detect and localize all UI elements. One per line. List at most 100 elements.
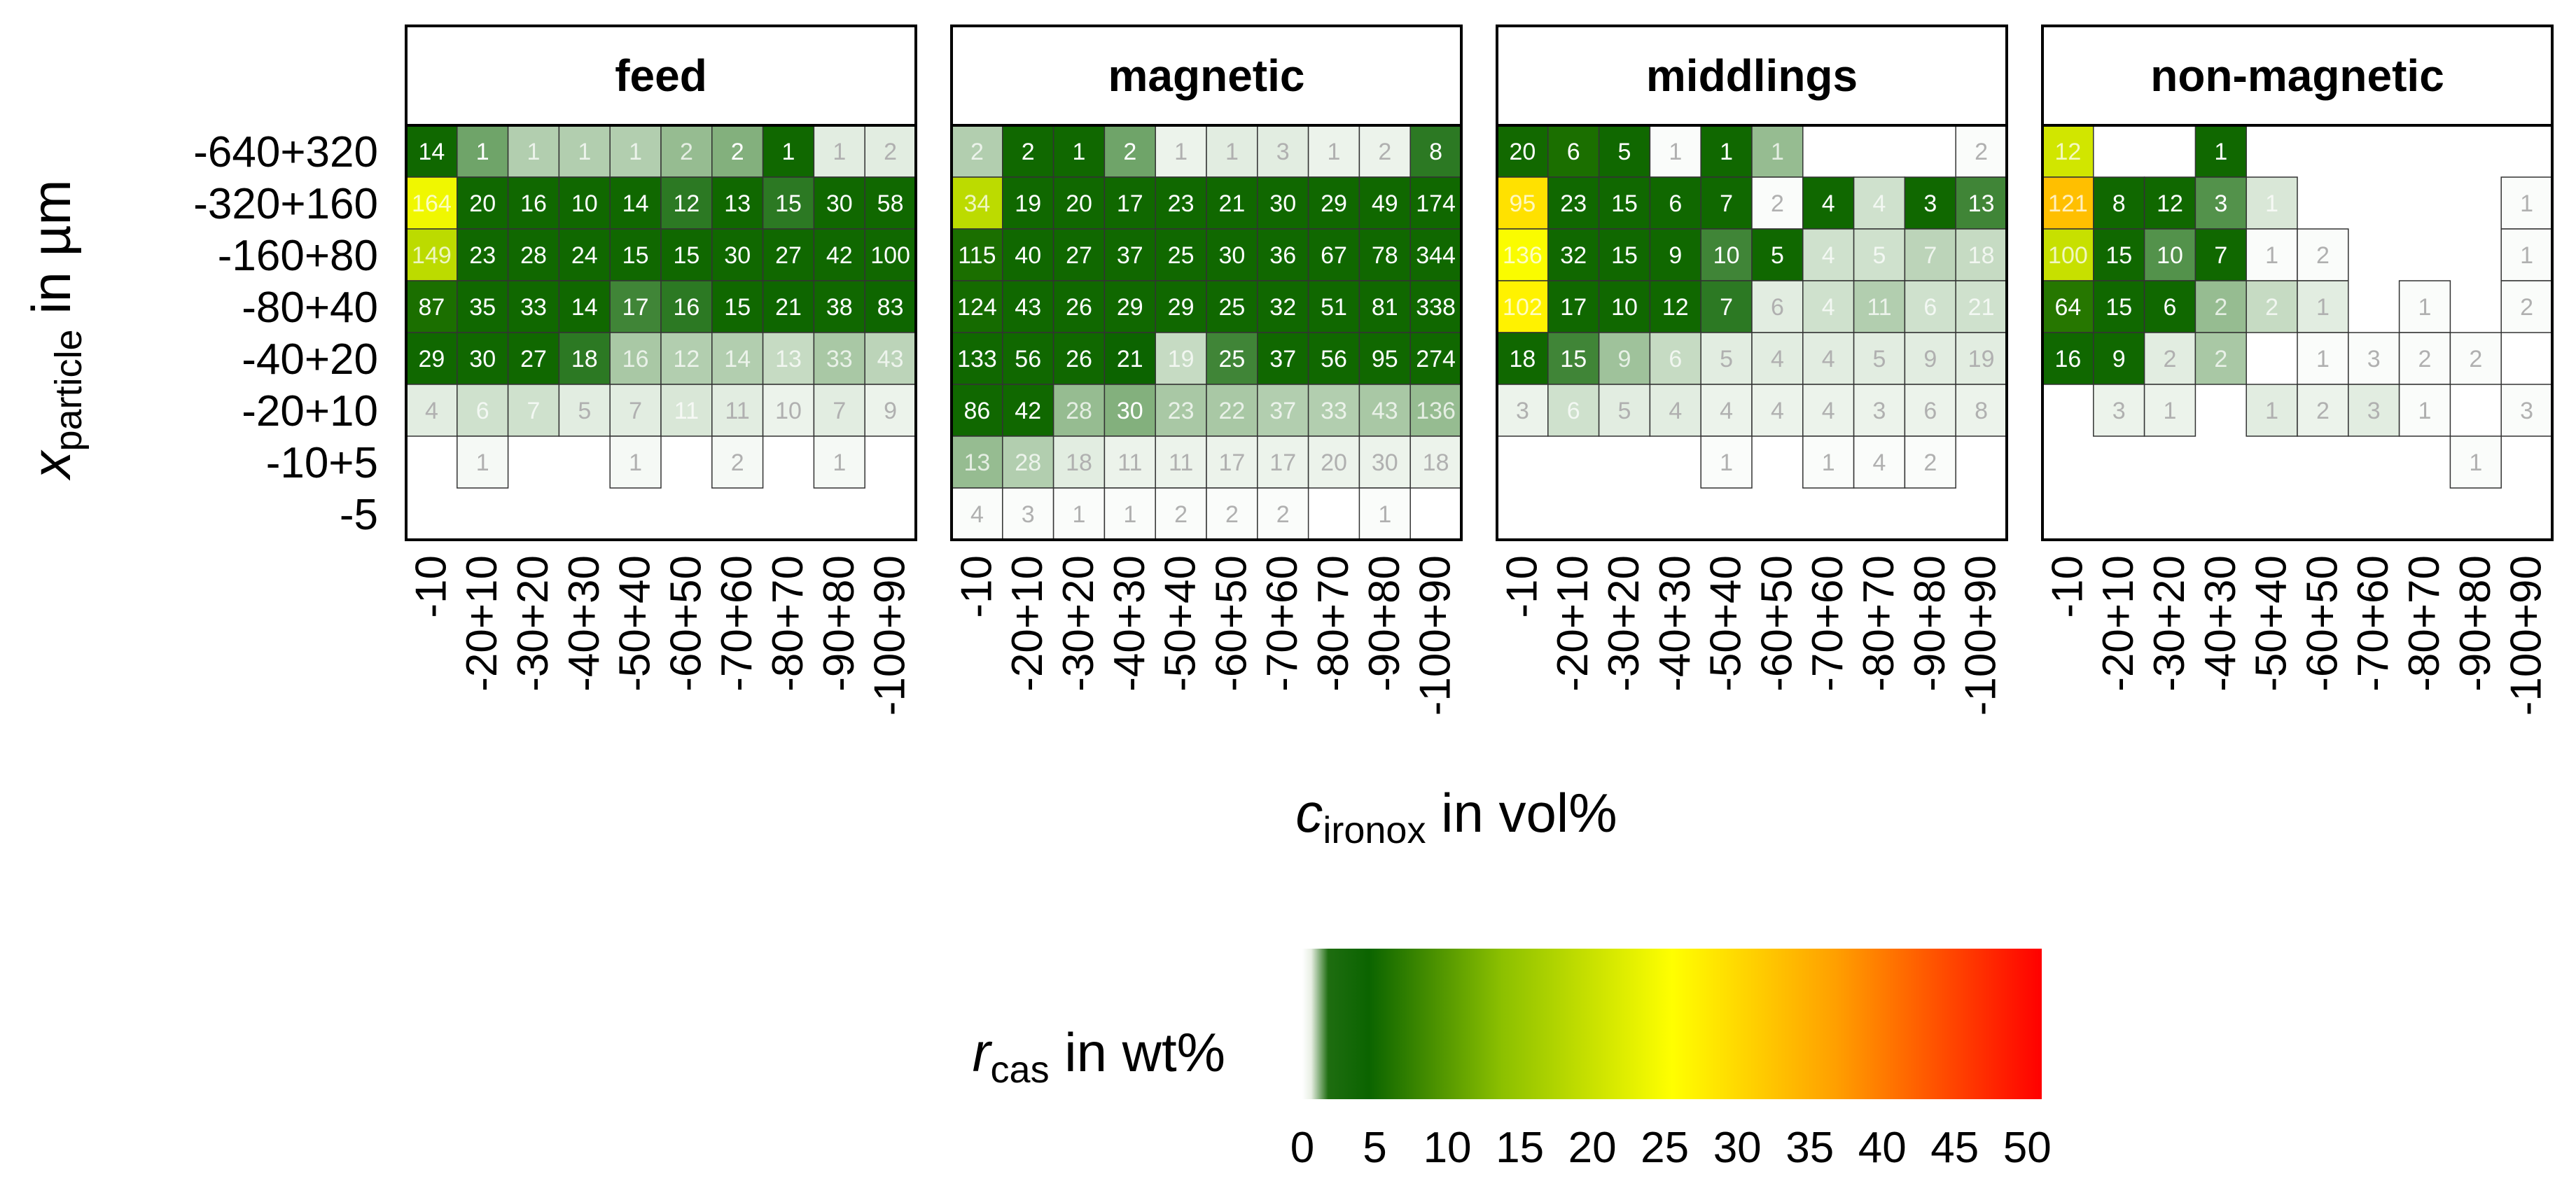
cell-label: 1 [578, 139, 591, 165]
cell-label: 9 [1669, 242, 1682, 269]
x-tick-label: -50+40 [1157, 555, 1205, 692]
cell-label: 4 [1873, 190, 1886, 217]
y-tick-label: -640+320 [193, 128, 378, 176]
heatmap-cell [711, 280, 764, 333]
cell-label: 4 [1822, 398, 1835, 424]
cell-label: 26 [1066, 346, 1092, 372]
cell-label: 1 [2265, 242, 2278, 269]
y-tick-label: -40+20 [242, 335, 378, 384]
cell-label: 1 [1174, 139, 1188, 165]
x-tick-label: -90+80 [2451, 555, 2500, 692]
cell-label: 6 [1771, 294, 1784, 321]
cell-label: 10 [2157, 242, 2183, 269]
heatmap-cell [1802, 435, 1855, 489]
cell-label: 18 [1968, 242, 1995, 269]
heatmap-cell [405, 228, 458, 281]
heatmap-cell [1103, 228, 1156, 281]
cell-label: 83 [877, 294, 904, 321]
x-tick-label: -80+70 [2400, 555, 2449, 692]
cell-label: 78 [1372, 242, 1398, 269]
cell-label: 29 [1321, 190, 1347, 217]
heatmap-cell [1257, 228, 1309, 281]
cell-label: 164 [412, 190, 452, 217]
heatmap-cell [660, 332, 713, 385]
cell-label: 1 [2418, 294, 2432, 321]
cell-label: 32 [1269, 294, 1296, 321]
cell-label: 2 [2214, 346, 2227, 372]
heatmap-cell [1853, 435, 1906, 489]
cell-label: 5 [1720, 346, 1733, 372]
cell-label: 3 [2367, 398, 2381, 424]
cell-label: 15 [2105, 242, 2132, 269]
cell-label: 33 [520, 294, 547, 321]
heatmap-cell [2398, 332, 2451, 385]
heatmap-cell [457, 228, 509, 281]
cell-label: 28 [1066, 398, 1092, 424]
heatmap-cell [864, 384, 917, 437]
heatmap-cell [2297, 280, 2349, 333]
cell-label: 36 [1269, 242, 1296, 269]
cell-label: 21 [1218, 190, 1245, 217]
cell-label: 9 [1923, 346, 1937, 372]
y-tick-label: -160+80 [218, 232, 378, 280]
cell-label: 40 [1015, 242, 1041, 269]
cell-label: 18 [1509, 346, 1536, 372]
heatmap-cell [762, 332, 815, 385]
cell-label: 6 [1923, 294, 1937, 321]
cell-label: 4 [1822, 294, 1835, 321]
panel-strip [2041, 25, 2554, 127]
cell-label: 15 [2105, 294, 2132, 321]
heatmap-cell [1955, 228, 2007, 281]
heatmap-cell [1155, 176, 1207, 230]
cell-label: 6 [1567, 398, 1580, 424]
heatmap-cell [1206, 384, 1258, 437]
cell-label: 19 [1968, 346, 1995, 372]
x-tick-label: -90+80 [815, 555, 863, 692]
heatmap-cell [1206, 228, 1258, 281]
x-tick-label: -10 [952, 555, 1001, 618]
cell-label: 19 [1168, 346, 1195, 372]
cell-label: 38 [826, 294, 853, 321]
heatmap-cell [813, 384, 865, 437]
x-tick-label: -70+60 [2349, 555, 2397, 692]
cell-label: 87 [418, 294, 445, 321]
x-tick-label: -60+50 [2298, 555, 2346, 692]
cell-label: 1 [1720, 449, 1733, 476]
cell-label: 2 [1771, 190, 1784, 217]
cell-label: 9 [884, 398, 897, 424]
cell-label: 29 [418, 346, 445, 372]
cell-label: 11 [1867, 294, 1891, 321]
heatmap-cell [1307, 176, 1360, 230]
heatmap-cell [2143, 176, 2196, 230]
heatmap-cell [660, 384, 713, 437]
x-tick-label: -10 [407, 555, 455, 618]
heatmap-cell [1853, 384, 1906, 437]
cell-label: 33 [1321, 398, 1347, 424]
heatmap-cell [813, 228, 865, 281]
cell-label: 49 [1372, 190, 1398, 217]
colorbar-tick-label: 20 [1568, 1124, 1617, 1172]
heatmap-cell [813, 435, 865, 489]
heatmap-cell [2500, 280, 2553, 333]
x-tick-label: -20+10 [1549, 555, 1597, 692]
heatmap-cell [2449, 332, 2502, 385]
cell-label: 1 [1225, 139, 1239, 165]
cell-label: 6 [476, 398, 489, 424]
heatmap-cell [2093, 228, 2145, 281]
cell-label: 16 [673, 294, 699, 321]
heatmap-cell [1307, 384, 1360, 437]
cell-label: 30 [1218, 242, 1245, 269]
heatmap-cell [2042, 332, 2094, 385]
heatmap-cell [2500, 228, 2553, 281]
cell-label: 8 [1975, 398, 1988, 424]
cell-label: 6 [1567, 139, 1580, 165]
cell-label: 32 [1560, 242, 1587, 269]
heatmap-cell [1751, 176, 1804, 230]
cell-label: 15 [673, 242, 699, 269]
cell-label: 14 [622, 190, 649, 217]
cell-label: 1 [629, 449, 642, 476]
cell-label: 14 [571, 294, 598, 321]
cell-label: 56 [1015, 346, 1041, 372]
y-tick-label: -80+40 [242, 284, 378, 332]
